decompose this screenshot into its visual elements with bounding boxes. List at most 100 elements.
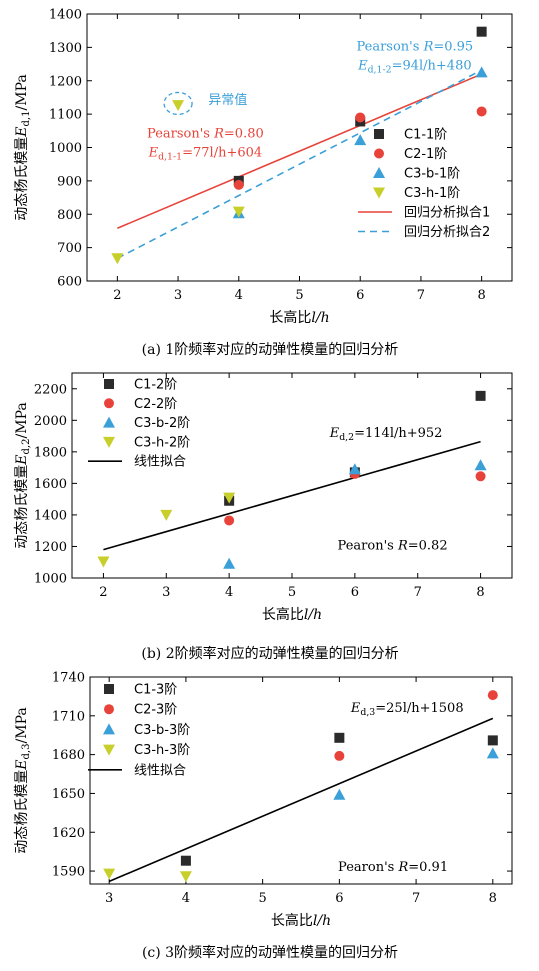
x-tick-label: 6 [335, 891, 343, 906]
fit-line-solid [117, 73, 482, 230]
legend-label: 线性拟合 [134, 763, 186, 778]
legend-label: 回归分析拟合1 [404, 206, 490, 221]
data-point-triangle-down [232, 206, 245, 218]
y-tick-label: 1650 [52, 787, 85, 802]
data-point-square [334, 732, 345, 743]
x-tick-label: 4 [235, 288, 243, 303]
legend-marker-circle [104, 398, 114, 409]
data-point-circle [476, 106, 487, 117]
data-point-triangle-up [486, 747, 499, 759]
y-tick-label: 1300 [49, 41, 82, 56]
x-tick-label: 3 [105, 891, 113, 906]
annotation-equation: Ed,1-1=77l/h+604 [148, 145, 263, 162]
fit-line-solid [108, 717, 494, 883]
x-tick-label: 8 [476, 585, 484, 600]
y-axis-label-group: 动态杨氏模量Ed,2/MPa [14, 402, 32, 549]
legend-marker-triangle-down [103, 744, 115, 756]
data-point-circle [475, 471, 486, 482]
legend-marker-triangle-up [373, 167, 385, 178]
annotation-pearson: Pearon's R=0.82 [338, 539, 448, 554]
legend-marker-triangle-up [103, 416, 115, 428]
y-tick-label: 1620 [52, 826, 85, 841]
fit-line-solid [103, 440, 481, 551]
y-tick-label: 2000 [34, 414, 67, 429]
x-tick-label: 2 [113, 288, 121, 303]
outlier-circle [163, 91, 193, 116]
y-tick-label: 1590 [52, 865, 85, 880]
data-point-triangle-down [97, 556, 110, 568]
y-axis-label: 动态杨氏模量Ed,2/MPa [14, 402, 32, 549]
x-tick-label: 3 [162, 585, 170, 600]
figure-caption: (b) 2阶频率对应的动弹性模量的回归分析 [141, 645, 398, 662]
legend-label: C2-3阶 [134, 703, 177, 718]
y-tick-label: 1800 [34, 445, 67, 460]
x-tick-label: 5 [258, 891, 266, 906]
x-tick-label: 7 [414, 585, 422, 600]
legend-label: 线性拟合 [134, 455, 186, 470]
data-point-square [487, 735, 498, 746]
legend-label: C1-2阶 [134, 378, 177, 393]
figure-caption: (a) 1阶频率对应的动弹性模量的回归分析 [142, 341, 399, 358]
legend-marker-triangle-down [103, 436, 115, 448]
legend-label: C3-b-3阶 [134, 723, 190, 738]
x-tick-label: 7 [412, 891, 420, 906]
data-point-square [476, 26, 487, 37]
data-point-triangle-down [111, 253, 124, 265]
legend-label: C2-2阶 [134, 397, 177, 412]
data-point-triangle-down [179, 871, 192, 883]
x-tick-label: 6 [356, 288, 364, 303]
data-point-circle [355, 112, 366, 123]
data-point-triangle-up [354, 134, 367, 146]
data-point-triangle-up [474, 459, 487, 471]
data-point-triangle-down [103, 868, 116, 880]
data-point-triangle-down [160, 509, 173, 521]
legend-marker-triangle-down [373, 187, 385, 199]
x-tick-label: 5 [288, 585, 296, 600]
y-axis-label-group: 动态杨氏模量Ed,3/MPa [14, 707, 32, 854]
y-tick-label: 1200 [49, 74, 82, 89]
annotation-text: Ed,2=114l/h+952 [329, 426, 443, 443]
y-axis-label: 动态杨氏模量Ed,1/MPa [14, 74, 32, 221]
x-tick-label: 8 [489, 891, 497, 906]
data-point-triangle-down [172, 100, 185, 112]
chart-panel-2: 2 3 4 5 6 7 8 1000 1200 1400 1600 1800 2000 2200 长高比l/… [14, 372, 513, 662]
data-point-circle [334, 750, 345, 761]
y-axis-label-group: 动态杨氏模量Ed,1/MPa [14, 74, 32, 221]
x-tick-label: 4 [225, 585, 233, 600]
data-point-circle [487, 690, 498, 701]
x-axis-label: 长高比l/h [269, 309, 329, 326]
x-tick-label: 8 [478, 288, 486, 303]
legend-label: C3-h-3阶 [134, 743, 190, 758]
y-tick-label: 900 [57, 174, 82, 189]
plot-frame [89, 676, 513, 885]
chart-panel-3: 3 4 5 6 7 8 1590 1620 1650 1680 1710 1740 长高比l/h 动态杨氏… [14, 671, 513, 961]
data-point-triangle-up [223, 557, 236, 569]
y-axis-label: 动态杨氏模量Ed,3/MPa [14, 707, 32, 854]
x-tick-label: 5 [295, 288, 303, 303]
y-tick-label: 1710 [52, 709, 85, 724]
data-point-triangle-up [333, 788, 346, 800]
legend-label: C2-1阶 [404, 147, 447, 162]
figure-caption: (c) 3阶频率对应的动弹性模量的回归分析 [142, 944, 398, 961]
y-tick-label: 600 [57, 275, 82, 290]
y-tick-label: 1100 [49, 108, 82, 123]
legend-label: C3-h-2阶 [134, 435, 190, 450]
legend-label: C3-b-1阶 [404, 167, 460, 182]
legend-label: C1-1阶 [404, 128, 447, 143]
legend-marker-square [104, 684, 114, 694]
legend-label: C1-3阶 [134, 683, 177, 698]
x-tick-label: 7 [417, 288, 425, 303]
annotation-equation: Ed,1-2=94l/h+480 [357, 59, 472, 76]
data-point-circle [233, 179, 244, 190]
data-point-triangle-up [348, 463, 361, 475]
legend-marker-triangle-up [103, 723, 115, 735]
data-point-square [475, 390, 486, 401]
x-tick-label: 3 [174, 288, 182, 303]
y-tick-label: 1000 [49, 141, 82, 156]
y-tick-label: 1200 [34, 540, 67, 555]
y-tick-label: 1600 [34, 477, 67, 492]
y-tick-label: 1400 [49, 8, 82, 23]
